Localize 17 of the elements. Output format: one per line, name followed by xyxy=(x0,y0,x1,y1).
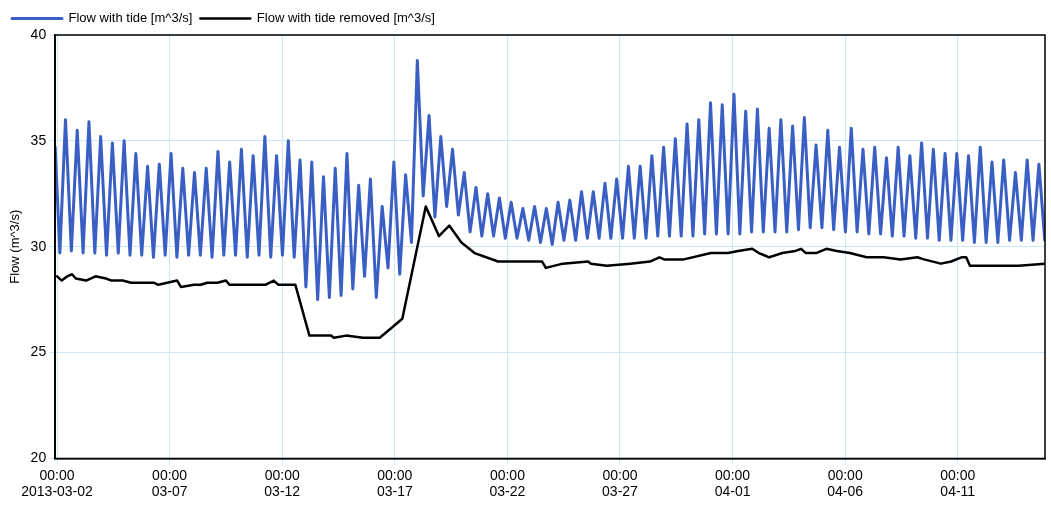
x-tick-label: 00:00 03-27 xyxy=(602,466,639,500)
x-tick-label: 00:00 03-07 xyxy=(151,466,188,500)
x-tick-label: 00:00 03-17 xyxy=(376,466,413,500)
legend-label: Flow with tide removed [m^3/s] xyxy=(256,10,435,26)
x-tick-label: 00:00 03-22 xyxy=(489,466,526,500)
y-tick-label: 20 xyxy=(30,449,47,466)
y-tick-label: 30 xyxy=(30,237,47,254)
y-tick-label: 25 xyxy=(30,343,47,360)
y-tick-label: 35 xyxy=(30,131,47,148)
x-tick-label: 00:00 03-12 xyxy=(264,466,301,500)
x-tick-label: 00:00 04-11 xyxy=(940,466,976,500)
y-axis-title: Flow (m^3/s) xyxy=(7,209,23,284)
x-tick-label: 00:00 2013-03-02 xyxy=(21,466,94,500)
x-tick-label: 00:00 04-01 xyxy=(714,466,751,500)
y-tick-label: 40 xyxy=(30,25,47,42)
legend-label: Flow with tide [m^3/s] xyxy=(68,10,193,26)
x-tick-label: 00:00 04-06 xyxy=(827,466,864,500)
